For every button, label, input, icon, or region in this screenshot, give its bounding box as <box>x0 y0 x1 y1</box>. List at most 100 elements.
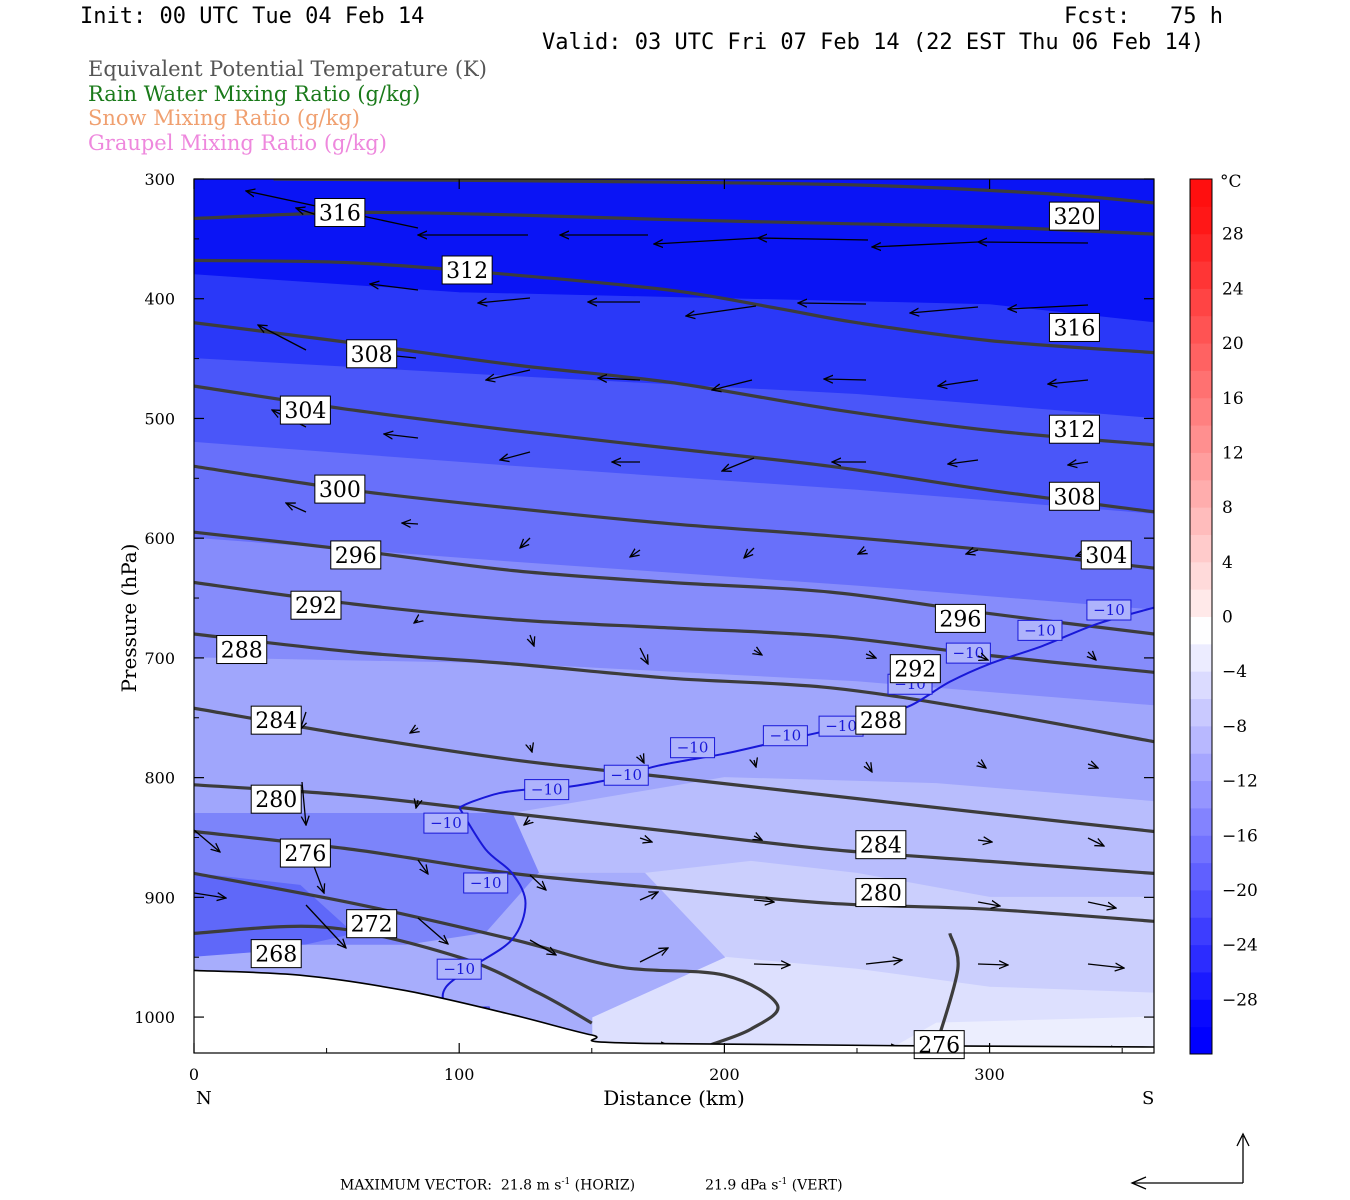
theta-e-label-268: 268 <box>250 939 302 969</box>
colorbar-tick-label: −8 <box>1222 717 1247 737</box>
wind-vector <box>500 451 531 460</box>
wind-vector <box>305 904 346 948</box>
isotherm-label-text: −10 <box>953 644 985 662</box>
theta-e-label-box <box>279 395 331 425</box>
wind-vector <box>520 537 531 548</box>
theta-e-label-text: 268 <box>255 943 297 968</box>
colorbar-segment <box>1190 698 1212 727</box>
theta-e-label-box <box>250 705 302 735</box>
theta-e-contour-280 <box>194 783 1154 875</box>
y-tick-label: 900 <box>144 888 175 907</box>
wind-vector <box>194 829 220 852</box>
legend-theta-e: Equivalent Potential Temperature (K) <box>88 57 487 81</box>
isotherm-label: −10 <box>1017 619 1063 641</box>
isotherm-label: −10 <box>436 958 482 980</box>
theta-e-label-280: 280 <box>855 878 907 908</box>
theta-e-label-text: 292 <box>894 658 936 683</box>
theta-e-label-text: 296 <box>335 544 377 569</box>
colorbar-segment <box>1190 999 1212 1028</box>
wind-vector <box>824 379 867 380</box>
theta-e-label-box <box>346 339 398 369</box>
theta-e-label-text: 316 <box>319 202 361 227</box>
colorbar-segment <box>1190 1026 1212 1055</box>
theta-e-label-box <box>314 474 366 504</box>
theta-e-label-text: 312 <box>1053 418 1095 443</box>
colorbar-segment <box>1190 425 1212 453</box>
wind-vector <box>754 836 762 840</box>
y-tick-label: 600 <box>144 529 175 548</box>
isotherm-label: −10 <box>670 737 716 759</box>
isotherm-label-box <box>603 764 649 786</box>
colorbar-segment <box>1190 370 1212 399</box>
wind-vector <box>402 523 419 524</box>
wind-vector <box>966 550 979 554</box>
max-vector-note: MAXIMUM VECTOR: 21.8 m s-1 (HORIZ) 21.9 d… <box>340 1177 843 1194</box>
theta-e-label-text: 304 <box>1085 544 1127 569</box>
wind-vector <box>1087 964 1124 968</box>
isotherm-label-text: −10 <box>470 874 502 892</box>
colorbar-segment <box>1190 835 1212 864</box>
wind-vector <box>754 760 756 767</box>
theta-e-label-312: 312 <box>441 255 493 285</box>
colorbar-tick-label: 20 <box>1222 334 1244 354</box>
theta-e-label-box <box>441 255 493 285</box>
wind-vector <box>654 237 759 244</box>
theta-e-label-box <box>1048 481 1100 511</box>
isotherm-label-box <box>670 737 716 759</box>
wind-vector <box>977 964 1008 965</box>
colorbar-tick-label: −20 <box>1222 881 1258 901</box>
theta-e-label-text: 296 <box>939 607 981 632</box>
isotherm-label: −10 <box>945 642 991 664</box>
colorbar-segment <box>1190 452 1212 481</box>
theta-e-label-text: 304 <box>284 399 326 424</box>
theta-e-label-288: 288 <box>855 705 907 735</box>
theta-e-contour-288 <box>194 632 1154 744</box>
wind-vector <box>302 781 306 825</box>
wind-vector <box>1008 305 1089 309</box>
theta-e-label-text: 284 <box>860 834 902 859</box>
colorbar-segment <box>1190 725 1212 754</box>
colorbar-segment <box>1190 944 1212 973</box>
wind-vector <box>977 840 992 842</box>
wind-vector <box>865 960 902 964</box>
colorbar-tick-label: −16 <box>1222 826 1258 846</box>
wind-vector <box>977 656 988 660</box>
colorbar-segment <box>1190 343 1212 371</box>
colorbar-tick-label: −12 <box>1222 772 1258 792</box>
y-tick-label: 400 <box>144 290 175 309</box>
wind-vector <box>258 325 307 351</box>
wind-vector <box>384 434 419 438</box>
terrain-fill <box>194 970 1154 1053</box>
wind-vector <box>948 460 979 464</box>
isotherm-label-text: −10 <box>531 781 563 799</box>
theta-e-label-296: 296 <box>330 540 382 570</box>
colorbar-unit: °C <box>1220 172 1242 192</box>
theta-e-label-box <box>216 635 268 665</box>
colorbar-segment <box>1190 917 1212 946</box>
colorbar-segment <box>1190 643 1212 672</box>
wind-vector <box>978 242 1089 243</box>
theta-e-label-box <box>250 784 302 814</box>
colorbar-segment <box>1190 233 1212 262</box>
max-vector-label: MAXIMUM VECTOR: <box>340 1177 492 1194</box>
theta-e-contour-304 <box>194 384 1154 514</box>
isotherm-label-box <box>436 958 482 980</box>
isotherm-label-box <box>524 779 570 801</box>
isotherm-label-box <box>1086 599 1132 621</box>
x-tick-label: 300 <box>974 1065 1005 1084</box>
y-tick-label: 300 <box>144 170 175 189</box>
horiz-exponent: -1 <box>561 1177 571 1187</box>
theta-e-label-292: 292 <box>290 590 342 620</box>
wind-vector <box>417 917 448 944</box>
theta-e-label-box <box>1048 312 1100 342</box>
isotherm-label-text: −10 <box>610 766 642 784</box>
theta-e-label-284: 284 <box>250 705 302 735</box>
y-axis-label: Pressure (hPa) <box>117 544 141 693</box>
wind-vector <box>910 306 979 313</box>
colorbar-tick-label: 24 <box>1222 279 1244 299</box>
wind-vector <box>977 902 1000 906</box>
theta-e-label-text: 292 <box>295 594 337 619</box>
theta-e-label-text: 288 <box>221 639 263 664</box>
x-axis-label: Distance (km) <box>603 1086 745 1110</box>
